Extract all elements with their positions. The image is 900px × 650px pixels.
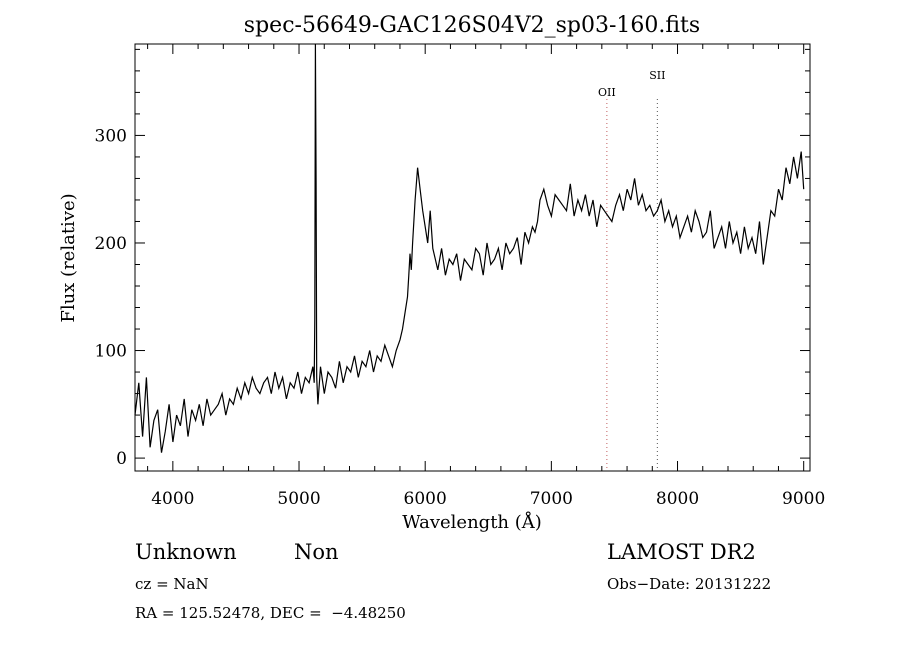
x-axis-label: Wavelength (Å) <box>402 511 542 533</box>
y-tick-label: 300 <box>95 126 127 146</box>
obs-date-label: Obs−Date: 20131222 <box>607 575 772 593</box>
survey-label: LAMOST DR2 <box>607 540 756 564</box>
y-tick-label: 0 <box>116 449 127 469</box>
subclass-label: Non <box>294 540 339 564</box>
x-tick-label: 6000 <box>404 489 447 509</box>
spectrum-plot: spec-56649-GAC126S04V2_sp03-160.fits 400… <box>58 13 825 533</box>
x-tick-labels: 4000 5000 6000 7000 8000 9000 <box>151 489 825 509</box>
class-label: Unknown <box>135 540 237 564</box>
x-tick-label: 8000 <box>656 489 699 509</box>
x-tick-label: 7000 <box>530 489 573 509</box>
y-tick-label: 200 <box>95 234 127 254</box>
emission-line-label: SII <box>649 69 665 82</box>
plot-frame <box>134 43 811 472</box>
coordinates-label: RA = 125.52478, DEC = −4.48250 <box>135 604 406 622</box>
redshift-label: cz = NaN <box>135 575 209 593</box>
y-tick-label: 100 <box>95 342 127 362</box>
emission-line-label: OII <box>598 86 616 99</box>
x-tick-label: 9000 <box>782 489 825 509</box>
chart-title: spec-56649-GAC126S04V2_sp03-160.fits <box>244 13 700 38</box>
x-tick-label: 4000 <box>151 489 194 509</box>
spectrum-line <box>134 43 805 453</box>
x-tick-label: 5000 <box>277 489 320 509</box>
emission-lines: OII SII <box>598 69 665 471</box>
y-axis-label: Flux (relative) <box>58 193 79 322</box>
y-tick-labels: 0 100 200 300 <box>95 126 127 469</box>
axis-ticks <box>135 44 810 471</box>
